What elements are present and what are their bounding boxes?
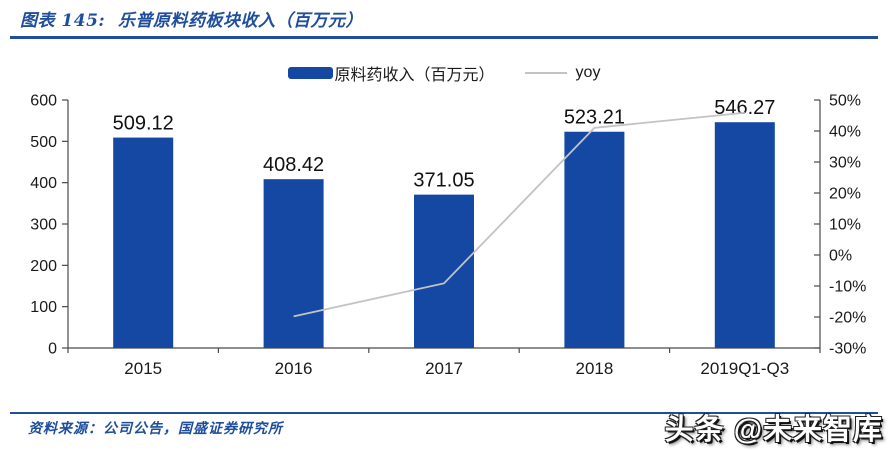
x-axis-category-label: 2017: [425, 359, 463, 378]
bar-2018: [564, 131, 625, 348]
bar-2019Q1-Q3: [714, 122, 775, 348]
left-axis-tick-label: 400: [30, 175, 57, 192]
figure-title: 图表 145: 乐普原料药板块收入（百万元）: [20, 11, 364, 31]
chart-plot-area: 600 500 400 300 200 100 0 50% 40% 30% 20% 10% 0% -10%…: [30, 93, 866, 379]
legend-item-revenue[interactable]: 原料药收入（百万元）: [287, 61, 495, 85]
right-axis-tick-label: 20%: [829, 186, 861, 203]
bar-value-label: 546.27: [714, 97, 775, 119]
left-axis-tick-label: 600: [30, 93, 57, 110]
x-axis-category-label: 2016: [275, 359, 313, 378]
legend-item-yoy[interactable]: yoy: [524, 64, 601, 82]
x-axis-category-label: 2015: [124, 359, 162, 378]
right-axis-tick-label: 30%: [829, 155, 861, 172]
right-axis-tick-label: -30%: [829, 341, 866, 358]
legend-line-swatch-icon: [524, 72, 567, 74]
right-axis-tick-label: -10%: [829, 279, 866, 296]
yoy-line: [293, 111, 745, 318]
right-axis-tick-label: 10%: [829, 217, 861, 234]
footer-divider: [10, 412, 878, 414]
legend-line-label: yoy: [575, 64, 601, 81]
bar-value-label: 371.05: [413, 170, 474, 192]
x-axis-category-label: 2018: [575, 359, 613, 378]
bar-2016: [263, 179, 324, 348]
left-axis-tick-label: 0: [48, 341, 57, 358]
right-axis-tick-label: 0%: [829, 248, 852, 265]
watermark: 头条 @未来智库: [664, 414, 883, 446]
left-axis-tick-label: 100: [30, 299, 57, 316]
left-axis-tick-label: 300: [30, 217, 57, 234]
legend-bar-label: 原料药收入（百万元）: [334, 67, 495, 84]
x-axis-category-label: 2019Q1-Q3: [700, 359, 789, 378]
bar-2017: [414, 194, 474, 348]
left-axis-tick-label: 200: [30, 258, 57, 275]
right-axis-tick-label: 50%: [829, 93, 861, 110]
left-axis-tick-label: 500: [30, 134, 57, 151]
right-axis-tick-label: 40%: [829, 124, 861, 141]
chart-legend: 原料药收入（百万元） yoy: [0, 62, 888, 84]
bar-2015: [113, 137, 174, 348]
legend-bar-swatch-icon: [287, 67, 333, 79]
bar-value-label: 523.21: [564, 107, 625, 129]
bar-value-label: 509.12: [113, 113, 174, 135]
right-axis-tick-label: -20%: [829, 310, 866, 327]
title-divider: [10, 36, 878, 39]
bar-value-label: 408.42: [263, 154, 324, 176]
source-note: 资料来源：公司公告，国盛证券研究所: [28, 421, 283, 437]
